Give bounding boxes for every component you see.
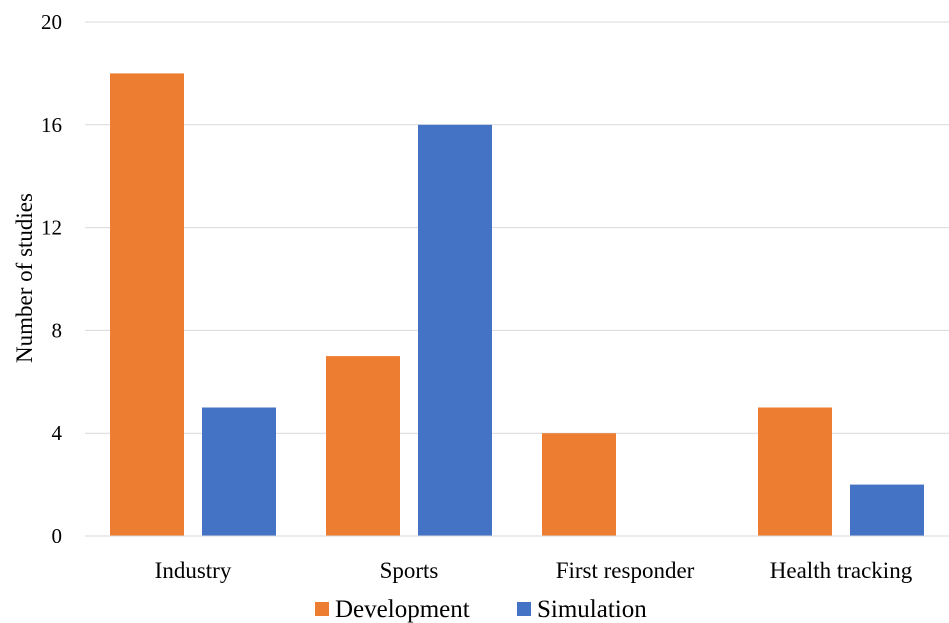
legend-swatch <box>315 602 329 616</box>
bars <box>110 73 924 537</box>
y-tick-label: 12 <box>41 216 62 240</box>
legend-swatch <box>517 602 531 616</box>
bar-development-first-responder <box>542 433 616 536</box>
legend: Development Simulation <box>315 596 647 623</box>
y-tick-label: 4 <box>52 421 63 445</box>
legend-label: Simulation <box>537 596 647 623</box>
x-category-label: Sports <box>380 558 439 583</box>
y-tick-label: 0 <box>52 524 63 548</box>
legend-item-development: Development <box>315 596 470 623</box>
x-category-label: First responder <box>556 558 695 583</box>
y-axis-title: Number of studies <box>12 193 37 363</box>
bar-simulation-industry <box>202 407 276 536</box>
bar-development-sports <box>326 356 400 536</box>
x-category-label: Industry <box>155 558 232 583</box>
x-category-labels: Industry Sports First responder Health trac… <box>155 558 913 583</box>
bar-simulation-health-tracking <box>850 484 924 536</box>
y-tick-labels: 0 4 8 12 16 20 <box>41 10 63 548</box>
legend-label: Development <box>335 596 470 623</box>
y-tick-label: 20 <box>41 10 62 34</box>
x-category-label: Health tracking <box>770 558 913 583</box>
gridlines <box>85 21 949 434</box>
bar-simulation-sports <box>418 124 492 537</box>
bar-development-health-tracking <box>758 407 832 536</box>
y-tick-label: 8 <box>52 318 63 342</box>
legend-item-simulation: Simulation <box>517 596 647 623</box>
y-tick-label: 16 <box>41 113 62 137</box>
bar-development-industry <box>110 73 184 537</box>
